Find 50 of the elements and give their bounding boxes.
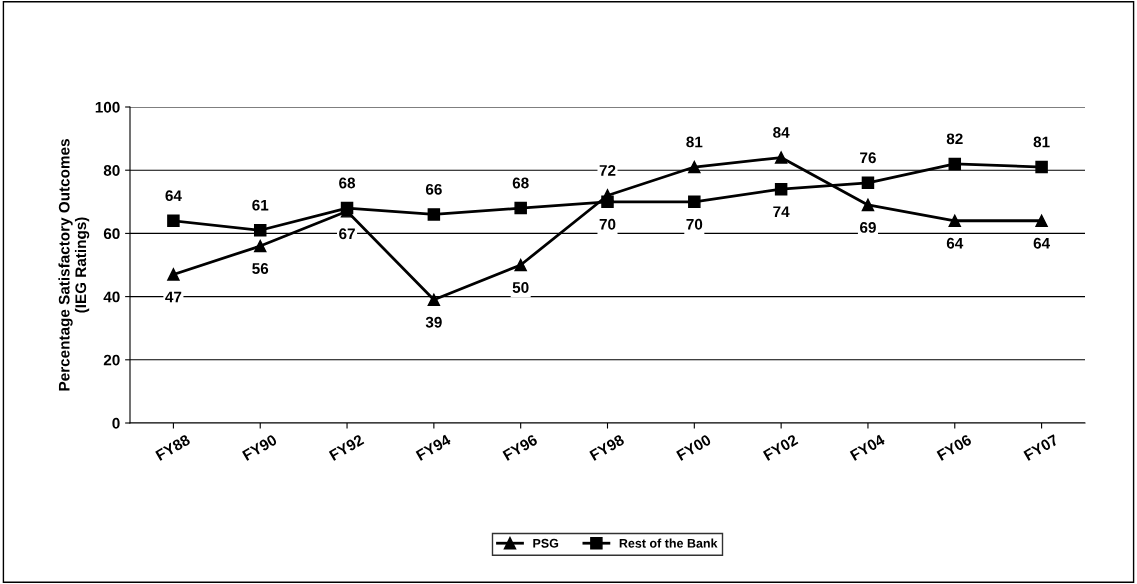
y-tick-label: 100	[95, 101, 120, 113]
data-label: 74	[773, 206, 790, 217]
data-label: 56	[252, 263, 269, 274]
data-label: 61	[252, 199, 269, 211]
point	[948, 157, 962, 171]
point	[688, 160, 701, 174]
point	[427, 293, 441, 307]
data-label: 70	[599, 218, 616, 230]
data-label: 81	[686, 136, 703, 148]
data-label: 50	[512, 282, 529, 293]
point	[253, 239, 267, 253]
point	[601, 195, 614, 209]
point	[688, 195, 701, 209]
data-label: 64	[1033, 237, 1051, 249]
point	[427, 208, 441, 221]
y-tick-label: 40	[103, 291, 120, 303]
data-label: 70	[686, 218, 703, 230]
data-label: 69	[860, 222, 876, 233]
data-label: 64	[165, 190, 182, 202]
point	[774, 182, 788, 196]
data-label: 76	[860, 152, 876, 164]
data-label: 64	[946, 237, 964, 249]
point	[861, 198, 875, 212]
point	[774, 151, 788, 164]
y-axis-title: Percentage Satisfactory Outcomes (IEG Ratings)	[58, 139, 90, 391]
data-label: 68	[512, 177, 529, 189]
point	[514, 258, 527, 272]
point	[1035, 160, 1048, 174]
data-label: 67	[339, 228, 355, 240]
y-tick-label: 0	[112, 417, 120, 429]
data-label: 39	[425, 316, 442, 328]
point	[861, 176, 875, 190]
point	[514, 201, 527, 215]
point	[948, 214, 962, 228]
data-label: 82	[946, 133, 963, 145]
point	[1035, 214, 1048, 228]
data-label: 47	[165, 291, 182, 303]
data-label: 66	[425, 183, 442, 195]
y-tick-label: 60	[103, 228, 120, 240]
data-label: 81	[1033, 136, 1050, 148]
data-label: 68	[339, 177, 356, 189]
data-label: 72	[599, 164, 616, 176]
data-label: 84	[773, 127, 790, 138]
y-tick-label: 80	[103, 165, 120, 176]
legend-label: PSG	[533, 538, 559, 548]
legend-label: Rest of the Bank	[619, 538, 718, 548]
point	[167, 214, 180, 228]
y-tick-label: 20	[103, 354, 120, 366]
point	[167, 268, 180, 281]
point	[253, 223, 267, 237]
